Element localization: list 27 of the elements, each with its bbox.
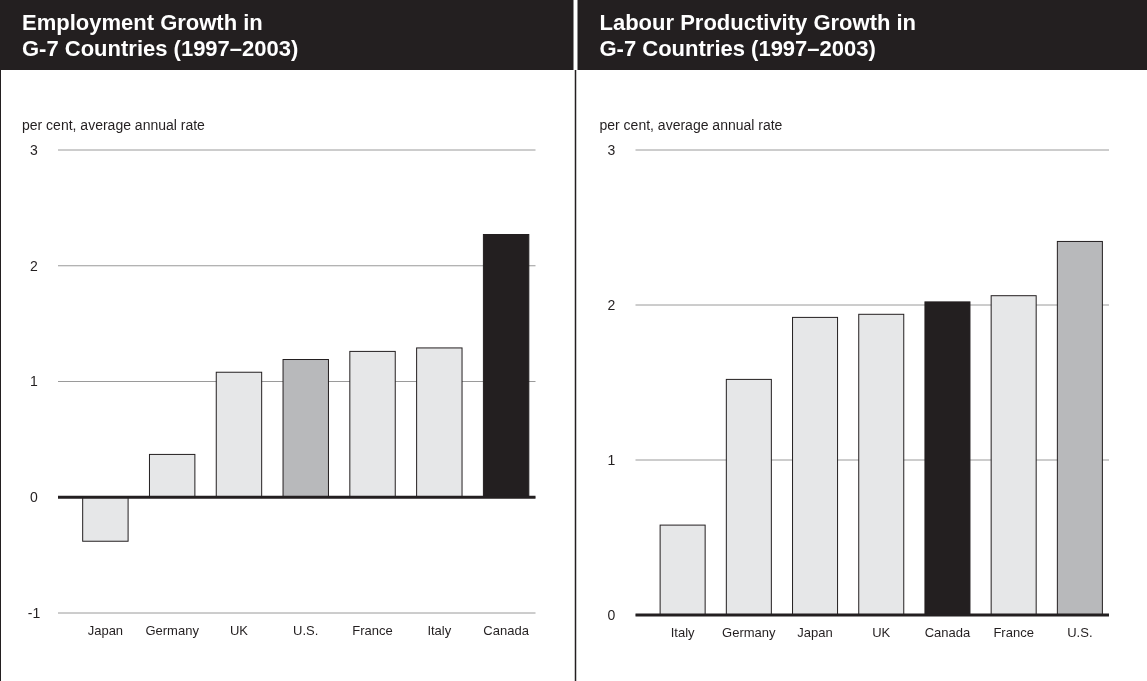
chart-title: Labour Productivity Growth in G-7 Countries (1997–2003) — [599, 10, 917, 61]
y-axis-title: per cent, average annual rate — [599, 117, 783, 133]
x-tick-label: U.S. — [1067, 625, 1093, 640]
x-tick-label: Germany — [145, 623, 200, 638]
y-tick-label: 2 — [30, 257, 39, 274]
y-tick-label: 0 — [607, 606, 616, 623]
x-tick-label: France — [352, 623, 393, 638]
x-tick-label: U.S. — [293, 623, 319, 638]
y-tick-label: 2 — [607, 296, 616, 313]
x-tick-label: Germany — [722, 625, 777, 640]
y-tick-label: -1 — [27, 604, 41, 621]
x-tick-label: Italy — [670, 625, 696, 640]
x-tick-label: Canada — [924, 625, 971, 640]
x-tick-label: France — [993, 625, 1034, 640]
x-tick-label: UK — [229, 623, 249, 638]
x-tick-label: UK — [872, 625, 891, 640]
x-tick-label: Japan — [797, 625, 833, 640]
x-tick-label: Canada — [483, 623, 530, 638]
y-tick-label: 1 — [607, 451, 616, 468]
x-tick-label: Italy — [427, 623, 452, 638]
y-tick-label: 1 — [30, 373, 39, 390]
x-tick-label: Japan — [87, 623, 124, 638]
chart-title: Employment Growth in G-7 Countries (1997–2003) — [22, 10, 299, 61]
y-tick-label: 3 — [607, 141, 616, 158]
y-tick-label: 3 — [30, 141, 39, 158]
y-axis-title: per cent, average annual rate — [22, 117, 206, 133]
y-tick-label: 0 — [30, 489, 39, 506]
